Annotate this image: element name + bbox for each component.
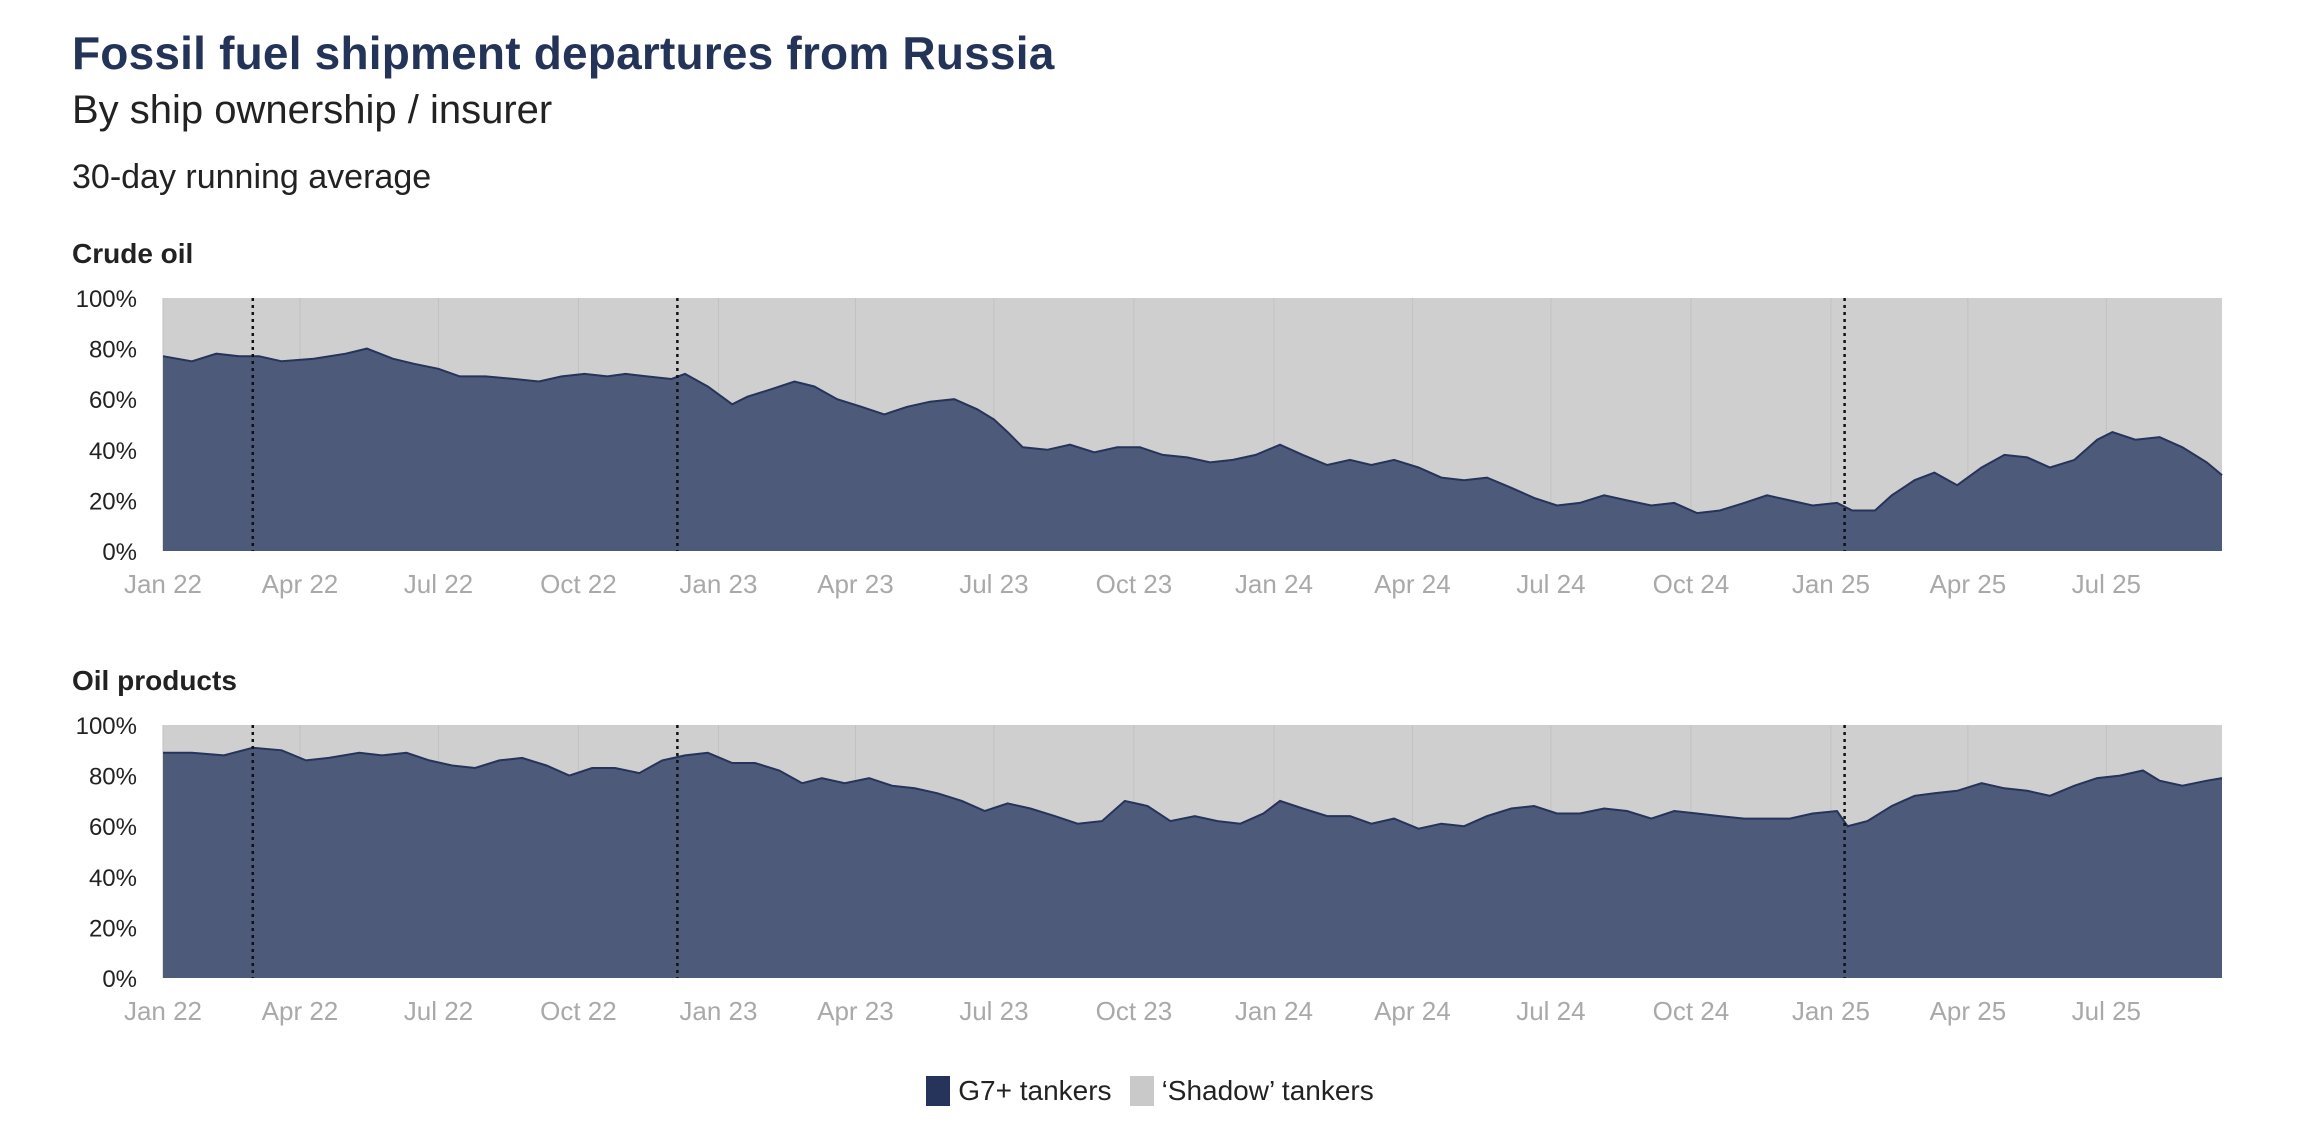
x-tick-label: Jan 25 bbox=[1792, 996, 1870, 1026]
x-tick-label: Apr 22 bbox=[262, 569, 339, 599]
y-tick-label: 20% bbox=[89, 488, 137, 515]
x-tick-label: Oct 24 bbox=[1653, 996, 1730, 1026]
y-tick-label: 60% bbox=[89, 814, 137, 841]
y-tick-label: 40% bbox=[89, 438, 137, 465]
x-tick-label: Oct 22 bbox=[540, 569, 617, 599]
chart-note: 30-day running average bbox=[72, 158, 432, 196]
x-tick-label: Jan 23 bbox=[679, 996, 757, 1026]
x-tick-label: Apr 23 bbox=[817, 996, 894, 1026]
x-tick-label: Jan 22 bbox=[124, 996, 202, 1026]
y-tick-label: 0% bbox=[102, 966, 137, 993]
legend-item-shadow: ‘Shadow’ tankers bbox=[1129, 1075, 1374, 1107]
x-tick-label: Jan 22 bbox=[124, 569, 202, 599]
x-tick-label: Jul 24 bbox=[1516, 569, 1585, 599]
x-tick-label: Jul 25 bbox=[2072, 569, 2141, 599]
x-tick-label: Jan 24 bbox=[1235, 996, 1313, 1026]
x-tick-label: Jul 22 bbox=[404, 996, 473, 1026]
chart-title: Fossil fuel shipment departures from Rus… bbox=[72, 27, 1055, 79]
x-tick-label: Jan 24 bbox=[1235, 569, 1313, 599]
x-tick-label: Jul 24 bbox=[1516, 996, 1585, 1026]
y-tick-label: 100% bbox=[76, 713, 137, 740]
y-tick-label: 60% bbox=[89, 387, 137, 414]
legend-label-g7: G7+ tankers bbox=[958, 1075, 1112, 1106]
x-tick-label: Jan 23 bbox=[679, 569, 757, 599]
g7-tankers-area bbox=[163, 747, 2222, 978]
g7-tankers-area bbox=[163, 348, 2222, 551]
x-tick-label: Apr 23 bbox=[817, 569, 894, 599]
legend-item-g7: G7+ tankers bbox=[926, 1075, 1112, 1107]
x-tick-label: Apr 24 bbox=[1374, 996, 1451, 1026]
x-tick-label: Jul 23 bbox=[959, 569, 1028, 599]
legend-swatch-g7 bbox=[926, 1076, 951, 1106]
x-tick-label: Oct 24 bbox=[1653, 569, 1730, 599]
chart-subtitle: By ship ownership / insurer bbox=[72, 88, 553, 132]
y-tick-label: 100% bbox=[76, 286, 137, 313]
y-tick-label: 80% bbox=[89, 764, 137, 791]
y-tick-label: 20% bbox=[89, 915, 137, 942]
legend: G7+ tankers ‘Shadow’ tankers bbox=[0, 1075, 2300, 1107]
y-tick-label: 80% bbox=[89, 337, 137, 364]
y-tick-label: 0% bbox=[102, 539, 137, 566]
legend-swatch-shadow bbox=[1129, 1076, 1154, 1106]
g7-tankers-line bbox=[162, 347, 2223, 515]
g7-tankers-line bbox=[163, 746, 2223, 830]
x-tick-label: Jul 23 bbox=[959, 996, 1028, 1026]
x-tick-label: Apr 25 bbox=[1930, 996, 2007, 1026]
y-tick-label: 40% bbox=[89, 865, 137, 892]
x-tick-label: Jul 25 bbox=[2072, 996, 2141, 1026]
x-tick-label: Jul 22 bbox=[404, 569, 473, 599]
x-tick-label: Apr 24 bbox=[1374, 569, 1451, 599]
x-tick-label: Oct 22 bbox=[540, 996, 617, 1026]
crude-oil-chart: 0% 20% 40% 60% 80% 100% Jan 22 Apr 22 Jul 22 Oct … bbox=[76, 286, 2223, 599]
crude-oil-panel-title: Crude oil bbox=[72, 238, 194, 269]
oil-products-chart: 0% 20% 40% 60% 80% 100% Jan 22 Apr 22 Jul 22 Oct … bbox=[76, 713, 2223, 1026]
x-tick-label: Oct 23 bbox=[1096, 569, 1173, 599]
x-tick-label: Apr 25 bbox=[1930, 569, 2007, 599]
x-tick-label: Oct 23 bbox=[1096, 996, 1173, 1026]
oil-products-panel-title: Oil products bbox=[72, 665, 237, 696]
x-tick-label: Jan 25 bbox=[1792, 569, 1870, 599]
x-tick-label: Apr 22 bbox=[262, 996, 339, 1026]
legend-label-shadow: ‘Shadow’ tankers bbox=[1161, 1075, 1374, 1106]
